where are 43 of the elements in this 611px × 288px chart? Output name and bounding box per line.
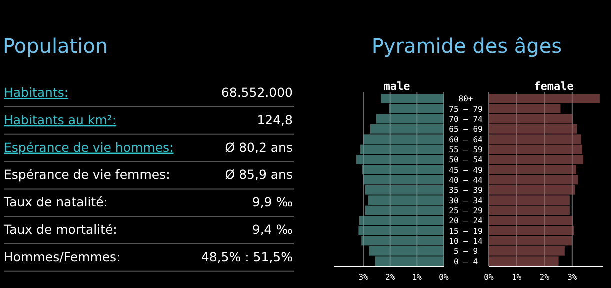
y-tick-label: 45 – 49: [449, 166, 484, 175]
x-tick-label: 0%: [439, 273, 449, 282]
y-tick-label: 65 – 69: [449, 125, 484, 134]
y-tick-label: 80+: [458, 94, 474, 104]
x-tick-label: 3%: [358, 273, 369, 282]
y-tick-label: 30 – 34: [449, 196, 484, 206]
x-tick-label: 1%: [512, 273, 522, 282]
y-tick-label: 40 – 44: [449, 176, 484, 185]
text: 9,9 ‰: [252, 194, 294, 210]
text: Hommes/Femmes:: [4, 249, 121, 264]
x-tick-label: 0%: [484, 273, 494, 282]
y-tick-label: 55 – 59: [449, 146, 484, 155]
y-tick-label: 10 – 14: [449, 236, 484, 246]
text: Taux de mortalité:: [3, 222, 118, 237]
text: 68.552.000: [221, 85, 294, 100]
text: Ø 80,2 ans: [225, 140, 293, 155]
y-tick-label: 20 – 24: [449, 216, 484, 226]
y-tick-label: 25 – 29: [449, 206, 484, 216]
y-tick-label: 5 – 9: [454, 247, 478, 256]
text: Espérance de vie femmes:: [4, 167, 170, 182]
text: 48,5% : 51,5%: [201, 249, 294, 264]
y-tick-label: 50 – 54: [449, 156, 484, 165]
x-tick-label: 3%: [568, 273, 578, 282]
y-tick-label: 35 – 39: [449, 186, 484, 196]
text: Taux de natalité:: [3, 194, 108, 210]
chart-subtitle: female: [534, 80, 574, 93]
y-tick-label: 0 – 4: [454, 257, 478, 266]
text: 124,8: [257, 112, 294, 128]
text: Espérance de vie hommes:: [4, 140, 174, 155]
y-tick-label: 15 – 19: [449, 226, 484, 236]
y-tick-label: 75 – 79: [449, 104, 484, 114]
chart-title: Pyramide des âges: [372, 34, 562, 58]
text: 9,4 ‰: [252, 222, 294, 237]
text: Ø 85,9 ans: [225, 167, 293, 182]
chart-subtitle: male: [384, 80, 411, 93]
x-tick-label: 2%: [540, 273, 550, 282]
y-tick-label: 70 – 74: [449, 115, 484, 124]
text: Habitants au km²:: [4, 112, 117, 128]
x-tick-label: 2%: [386, 273, 396, 282]
y-tick-label: 60 – 64: [449, 135, 484, 144]
text: Population: [3, 34, 108, 58]
text: Habitants:: [4, 85, 69, 100]
x-tick-label: 1%: [412, 273, 422, 282]
